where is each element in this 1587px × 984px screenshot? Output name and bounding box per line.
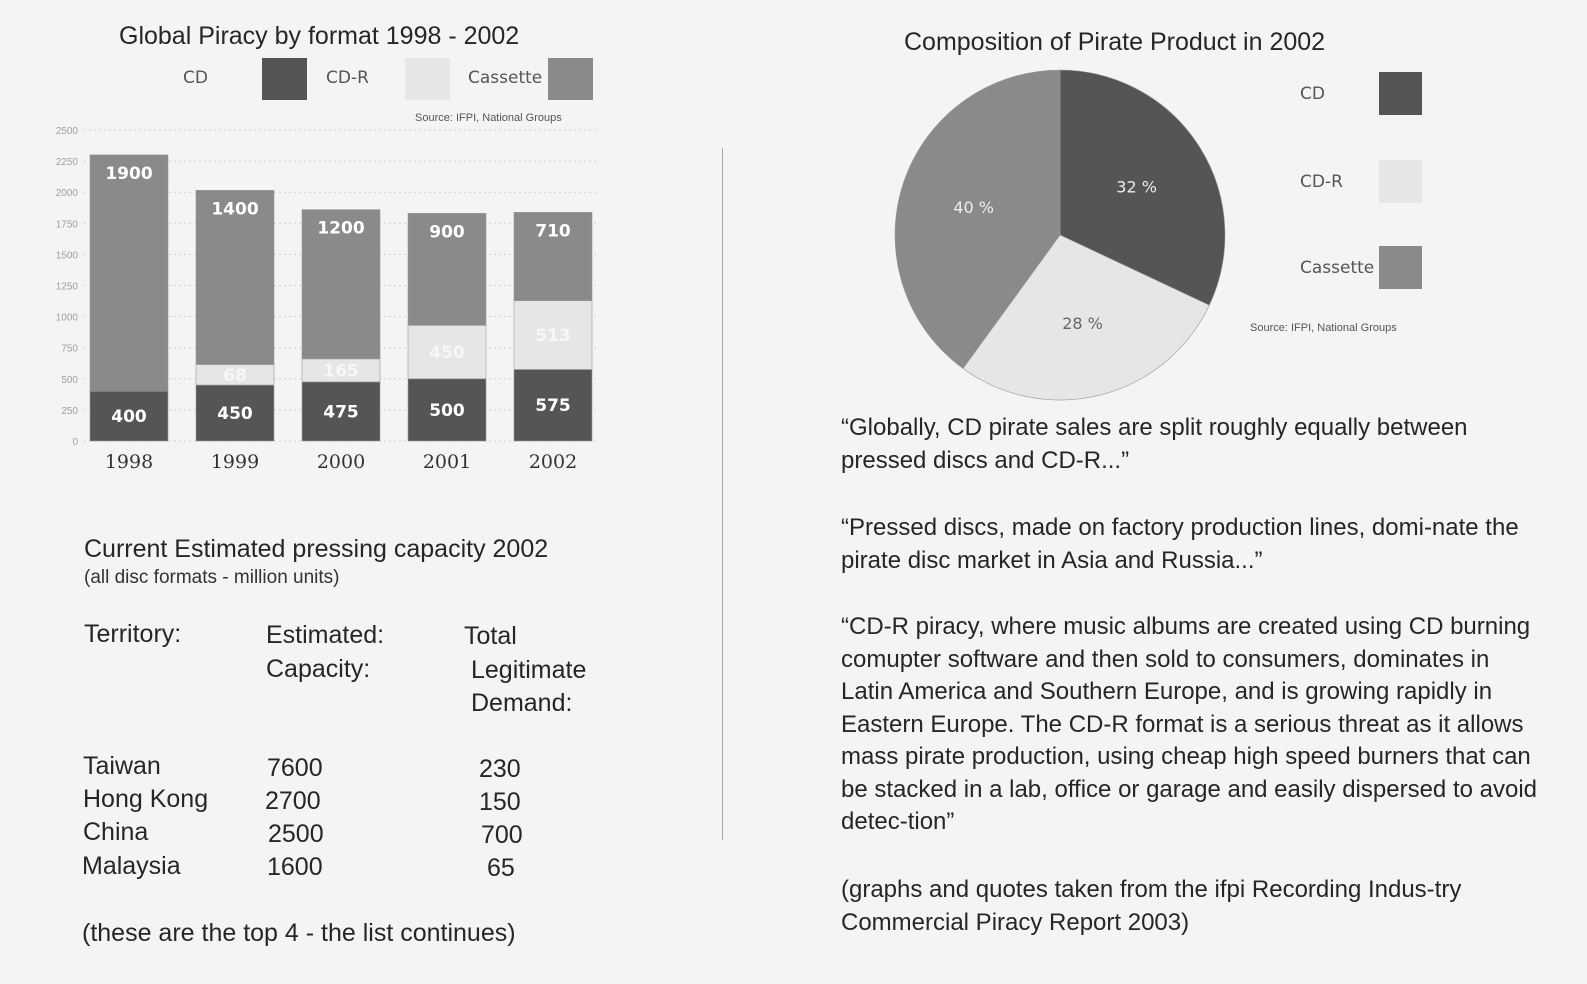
- legend-label-cdr: CD-R: [326, 68, 369, 88]
- bar-value-label: 500: [429, 401, 465, 421]
- pie-slice-label: 28 %: [1062, 314, 1103, 333]
- pie-slice-label: 32 %: [1116, 177, 1157, 196]
- row-capacity: 1600: [267, 853, 323, 881]
- header-demand-line3: Demand:: [471, 689, 573, 717]
- bar-segment: [301, 381, 381, 442]
- y-tick-label: 2500: [56, 126, 79, 137]
- y-tick-label: 750: [61, 344, 78, 355]
- bar-value-label: 400: [111, 407, 147, 427]
- bar-value-label: 165: [323, 361, 359, 381]
- quote-split: “Globally, CD pirate sales are split rou…: [841, 414, 1468, 474]
- capacity-subtitle: (all disc formats - million units): [84, 567, 340, 588]
- bar-segment: [89, 154, 169, 392]
- y-tick-label: 1000: [56, 313, 79, 324]
- pie-legend-swatch-cdr: [1379, 160, 1422, 203]
- row-territory: Malaysia: [82, 852, 181, 880]
- x-tick-label: 2000: [317, 451, 365, 473]
- bar-segment: [301, 209, 381, 360]
- x-tick-label: 2002: [529, 451, 577, 473]
- bar-chart-title: Global Piracy by format 1998 - 2002: [119, 22, 520, 50]
- row-territory: China: [83, 818, 149, 846]
- bar-value-label: 1400: [211, 199, 258, 219]
- pie-slice-label: 40 %: [953, 198, 994, 217]
- bar-segment: [513, 212, 593, 301]
- row-capacity: 7600: [267, 754, 323, 782]
- bar-chart-source: Source: IFPI, National Groups: [415, 112, 562, 124]
- row-demand: 230: [479, 755, 521, 783]
- header-territory: Territory:: [84, 620, 182, 648]
- header-capacity-line2: Capacity:: [266, 655, 371, 683]
- y-tick-label: 250: [61, 406, 78, 417]
- bar-value-label: 1200: [317, 219, 364, 239]
- bar-segment: [407, 325, 487, 380]
- pie-legend-label-cd: CD: [1300, 84, 1325, 104]
- pie-legend-label-cdr: CD-R: [1300, 172, 1343, 192]
- bar-value-label: 900: [429, 222, 465, 242]
- header-demand-line2: Legitimate: [471, 656, 587, 684]
- bar-value-label: 68: [223, 366, 247, 386]
- legend-swatch-cassette: [548, 58, 593, 100]
- legend-label-cassette: Cassette: [468, 68, 543, 88]
- capacity-title: Current Estimated pressing capacity 2002: [84, 535, 549, 563]
- row-demand: 150: [479, 788, 521, 816]
- bar-segment: [89, 390, 169, 442]
- pie-chart: 32 % 28 % 40 %: [894, 69, 1226, 401]
- y-tick-label: 1500: [56, 250, 79, 261]
- bar-segment: [407, 378, 487, 442]
- row-capacity: 2700: [265, 787, 321, 815]
- pie-slice: [894, 69, 1061, 369]
- bar-value-label: 710: [535, 221, 571, 241]
- bar-segment: [513, 300, 593, 370]
- x-tick-label: 1999: [211, 451, 259, 473]
- bar-value-label: 475: [323, 402, 359, 422]
- pie-chart-source: Source: IFPI, National Groups: [1250, 322, 1397, 334]
- y-tick-label: 1750: [56, 219, 79, 230]
- pie-legend-swatch-cassette: [1379, 246, 1422, 289]
- row-demand: 700: [481, 821, 523, 849]
- x-tick-label: 2001: [423, 451, 471, 473]
- bar-segment: [513, 369, 593, 442]
- capacity-note: (these are the top 4 - the list continue…: [82, 919, 516, 947]
- x-tick-label: 1998: [105, 451, 153, 473]
- y-tick-label: 0: [72, 437, 78, 448]
- pie-slice: [1059, 69, 1226, 306]
- legend-swatch-cdr: [405, 58, 450, 100]
- y-tick-label: 1250: [56, 282, 79, 293]
- bar-value-label: 513: [535, 326, 571, 346]
- y-tick-label: 2000: [56, 188, 79, 199]
- y-tick-label: 2250: [56, 157, 79, 168]
- legend-swatch-cd: [262, 58, 307, 100]
- bar-chart: 2500225020001750150012501000750500250040…: [56, 126, 596, 473]
- bar-segment: [407, 213, 487, 326]
- bar-value-label: 450: [217, 404, 253, 424]
- bar-value-label: 1900: [105, 164, 152, 184]
- quote-pressed-discs: “Pressed discs, made on factory producti…: [841, 514, 1519, 574]
- bar-value-label: 575: [535, 396, 571, 416]
- legend-label-cd: CD: [183, 68, 208, 88]
- row-territory: Hong Kong: [83, 785, 209, 813]
- row-capacity: 2500: [268, 820, 324, 848]
- y-tick-label: 500: [61, 375, 78, 386]
- pie-legend-swatch-cd: [1379, 72, 1422, 115]
- pie-chart-title: Composition of Pirate Product in 2002: [904, 28, 1326, 56]
- quote-source-note: (graphs and quotes taken from the ifpi R…: [841, 876, 1462, 936]
- header-capacity-line1: Estimated:: [266, 621, 385, 649]
- pie-legend-label-cassette: Cassette: [1300, 258, 1375, 278]
- row-demand: 65: [487, 854, 515, 882]
- header-demand-line1: Total: [464, 622, 517, 650]
- row-territory: Taiwan: [83, 752, 161, 780]
- bar-value-label: 450: [429, 343, 465, 363]
- pie-slice: [962, 234, 1210, 401]
- bar-segment: [195, 190, 275, 365]
- quote-cdr-piracy: “CD-R piracy, where music albums are cre…: [841, 613, 1537, 835]
- column-divider: [722, 148, 723, 840]
